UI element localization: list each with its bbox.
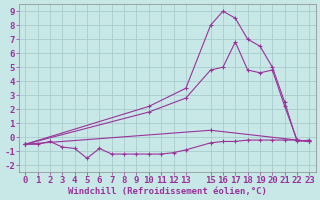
X-axis label: Windchill (Refroidissement éolien,°C): Windchill (Refroidissement éolien,°C) [68,187,267,196]
